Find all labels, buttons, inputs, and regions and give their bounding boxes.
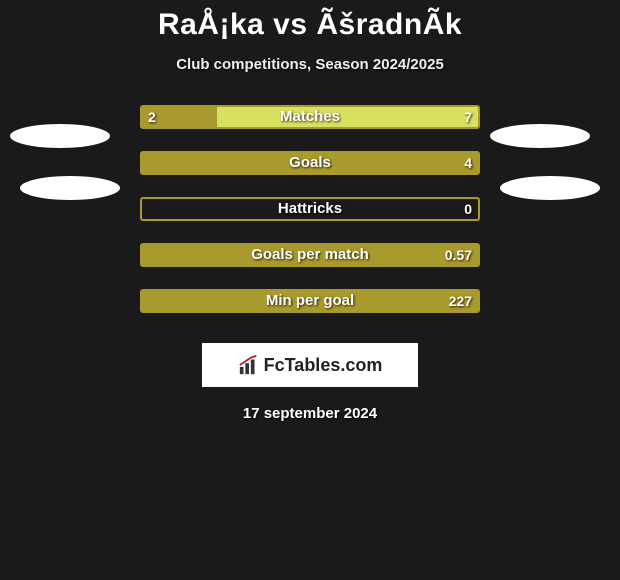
chart-icon	[238, 354, 260, 376]
stat-bar-track	[140, 105, 480, 129]
stat-row: Goals per match0.57	[0, 243, 620, 289]
page-title: RaÅ¡ka vs ÃšradnÃk	[0, 0, 620, 42]
stat-row: Matches27	[0, 105, 620, 151]
stat-bar-track	[140, 151, 480, 175]
stats-chart: Matches27Goals4Hattricks0Goals per match…	[0, 105, 620, 335]
stat-bar-a	[142, 291, 478, 311]
stat-row: Min per goal227	[0, 289, 620, 335]
stat-row: Hattricks0	[0, 197, 620, 243]
stat-bar-a	[142, 245, 478, 265]
stat-bar-a	[142, 107, 217, 127]
stat-bar-track	[140, 197, 480, 221]
stat-bar-a	[142, 153, 478, 173]
stat-bar-b	[217, 107, 478, 127]
stat-bar-track	[140, 243, 480, 267]
logo-text: FcTables.com	[264, 355, 383, 376]
date-text: 17 september 2024	[0, 405, 620, 422]
source-logo: FcTables.com	[202, 343, 418, 387]
comparison-infographic: RaÅ¡ka vs ÃšradnÃk Club competitions, Se…	[0, 0, 620, 580]
page-subtitle: Club competitions, Season 2024/2025	[0, 56, 620, 73]
stat-row: Goals4	[0, 151, 620, 197]
stat-bar-track	[140, 289, 480, 313]
